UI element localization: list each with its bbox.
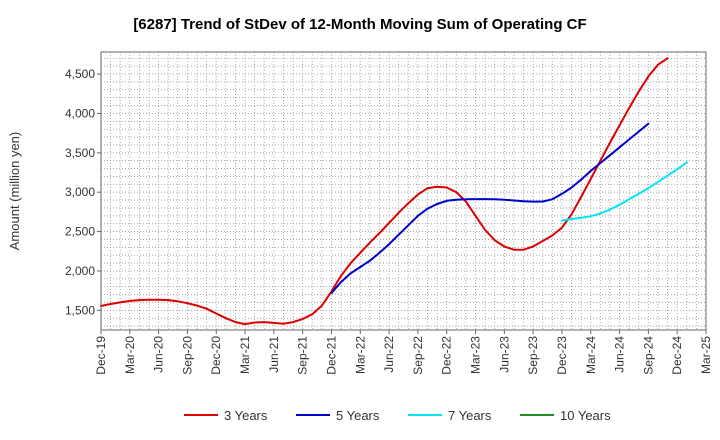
x-tick-label: Mar-21 xyxy=(238,336,252,374)
series-line-7-years xyxy=(561,161,688,222)
x-tick-label: Jun-20 xyxy=(152,336,166,373)
x-tick-label: Jun-23 xyxy=(497,336,511,373)
x-tick-label: Dec-20 xyxy=(209,336,223,375)
plot-area xyxy=(101,52,706,330)
series-line-5-years xyxy=(330,122,650,294)
x-tick-label: Jun-22 xyxy=(382,336,396,373)
x-tick-label: Dec-24 xyxy=(670,336,684,375)
y-tick-label: 4,000 xyxy=(65,106,95,120)
legend-label: 10 Years xyxy=(560,408,611,423)
y-tick-label: 3,000 xyxy=(65,185,95,199)
x-tick-label: Dec-21 xyxy=(324,336,338,375)
y-tick-label: 3,500 xyxy=(65,146,95,160)
x-tick-label: Mar-23 xyxy=(469,336,483,374)
y-axis-label: Amount (million yen) xyxy=(7,132,22,251)
legend-label: 3 Years xyxy=(224,408,268,423)
x-tick-label: Jun-21 xyxy=(267,336,281,373)
x-tick-label: Mar-20 xyxy=(123,336,137,374)
grid xyxy=(101,52,706,330)
series-layer xyxy=(100,57,688,326)
plot-frame xyxy=(100,51,707,331)
x-tick-label: Jun-24 xyxy=(613,336,627,373)
series-line-3-years xyxy=(100,57,669,326)
legend-label: 5 Years xyxy=(336,408,380,423)
legend: 3 Years 5 Years 7 Years 10 Years xyxy=(184,408,611,423)
x-tick-label: Sep-20 xyxy=(180,336,194,375)
x-tick-label: Dec-19 xyxy=(94,336,108,375)
x-tick-label: Sep-21 xyxy=(296,336,310,375)
legend-label: 7 Years xyxy=(448,408,492,423)
y-tick-label: 1,500 xyxy=(65,303,95,317)
y-tick-label: 2,000 xyxy=(65,264,95,278)
y-tick-label: 2,500 xyxy=(65,225,95,239)
x-tick-label: Sep-24 xyxy=(641,336,655,375)
x-axis-ticks: Dec-19 Mar-20 Jun-20 Sep-20 Dec-20 Mar-21 Jun-… xyxy=(94,330,713,375)
y-axis-ticks: 1,500 2,000 2,500 3,000 3,500 4,000 4,500 xyxy=(65,67,101,317)
x-tick-label: Mar-22 xyxy=(353,336,367,374)
y-tick-label: 4,500 xyxy=(65,67,95,81)
x-tick-label: Sep-22 xyxy=(411,336,425,375)
x-tick-label: Mar-25 xyxy=(699,336,713,374)
x-tick-label: Mar-24 xyxy=(584,336,598,374)
x-tick-label: Dec-22 xyxy=(440,336,454,375)
chart-title: [6287] Trend of StDev of 12-Month Moving… xyxy=(133,16,586,33)
x-tick-label: Dec-23 xyxy=(555,336,569,375)
x-tick-label: Sep-23 xyxy=(526,336,540,375)
